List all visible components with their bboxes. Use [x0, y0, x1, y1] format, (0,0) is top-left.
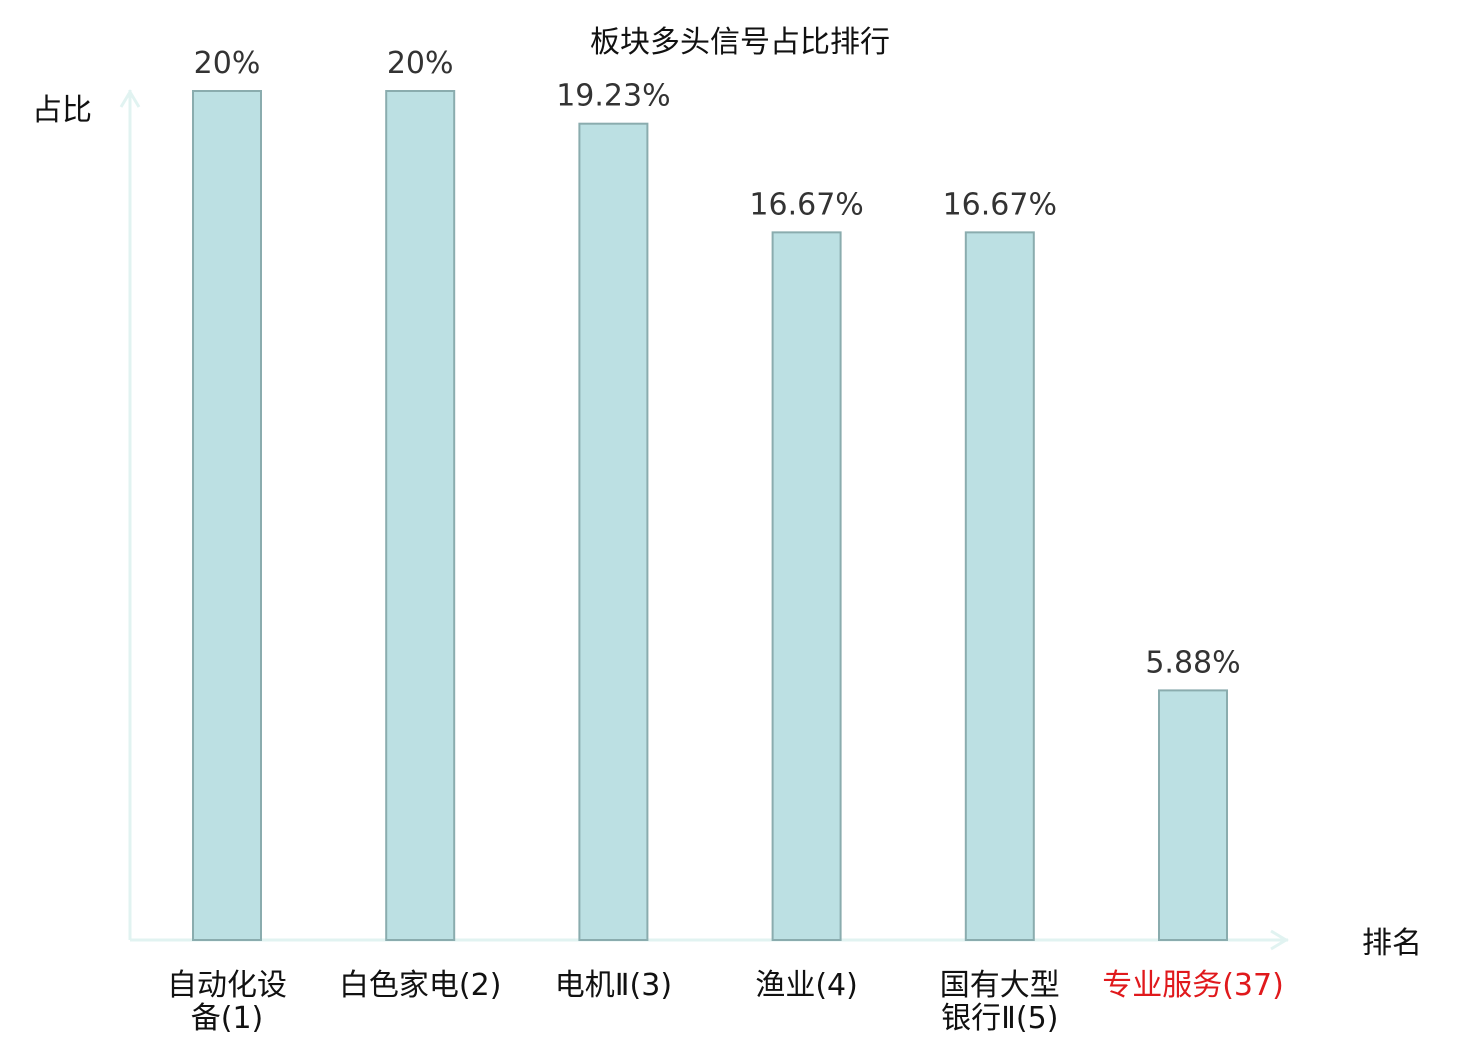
- x-axis-label: 排名: [1362, 926, 1422, 961]
- y-axis-label: 占比: [32, 93, 92, 128]
- category-label-line: 自动化设: [167, 968, 287, 1003]
- category-label-line: 电机Ⅱ(3): [555, 968, 672, 1003]
- category-label: 白色家电(2): [339, 968, 502, 1003]
- category-label: 电机Ⅱ(3): [555, 968, 672, 1003]
- bar: [1158, 689, 1228, 941]
- value-label: 5.88%: [1145, 645, 1240, 680]
- category-label: 自动化设备(1): [167, 968, 287, 1036]
- category-label-line: 银行Ⅱ(5): [941, 1001, 1058, 1036]
- category-label-line: 备(1): [191, 1001, 264, 1036]
- x-axis-arrow: [1270, 929, 1289, 951]
- category-label-line: 专业服务(37): [1102, 968, 1284, 1003]
- bar: [964, 231, 1035, 941]
- value-label: 20%: [194, 46, 261, 81]
- category-label: 专业服务(37): [1102, 968, 1284, 1003]
- value-label: 20%: [387, 46, 454, 81]
- value-label: 16.67%: [943, 187, 1057, 222]
- y-axis-arrow: [119, 89, 141, 108]
- value-label: 19.23%: [556, 79, 670, 114]
- category-labels-group: 自动化设备(1) 白色家电(2) 电机Ⅱ(3) 渔业(4) 国有大型银行Ⅱ(5) 专业服务…: [167, 968, 1284, 1036]
- category-label: 国有大型银行Ⅱ(5): [940, 968, 1060, 1036]
- category-label-line: 白色家电(2): [339, 968, 502, 1003]
- value-labels-group: 20% 20% 19.23% 16.67% 16.67% 5.88%: [194, 46, 1241, 680]
- bar: [385, 90, 456, 941]
- category-label: 渔业(4): [755, 968, 858, 1003]
- value-label: 16.67%: [749, 187, 863, 222]
- bars-group: [192, 90, 1228, 941]
- bar: [192, 90, 262, 941]
- bar: [578, 122, 649, 941]
- bar: [771, 231, 842, 941]
- chart-title: 板块多头信号占比排行: [590, 25, 890, 60]
- axes: [119, 89, 1289, 951]
- category-label-line: 渔业(4): [755, 968, 858, 1003]
- category-label-line: 国有大型: [940, 968, 1060, 1003]
